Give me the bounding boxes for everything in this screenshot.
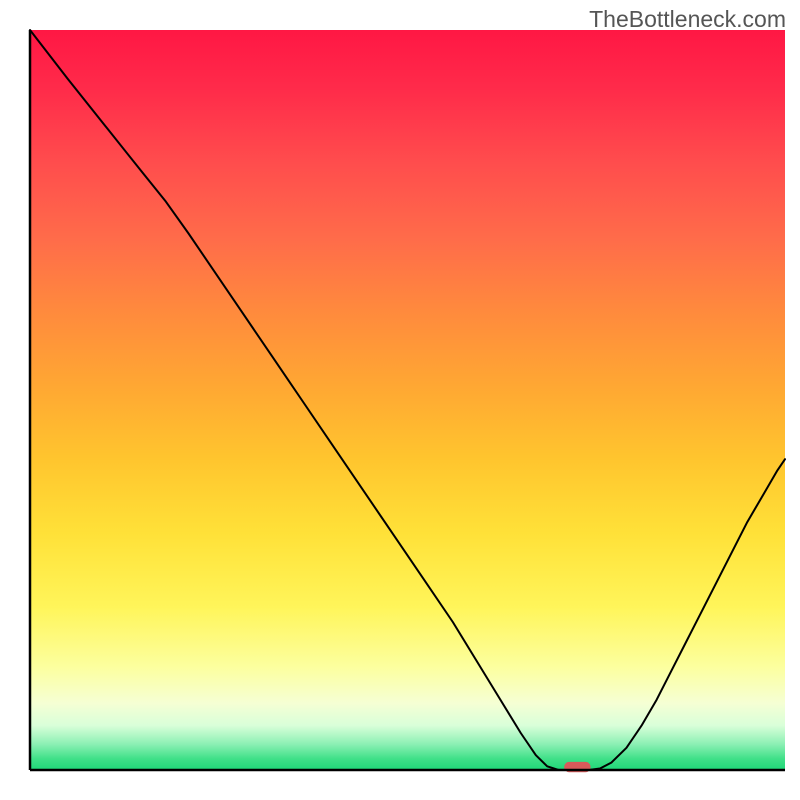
- plot-background: [30, 30, 785, 770]
- watermark-text: TheBottleneck.com: [589, 6, 786, 33]
- bottleneck-chart: TheBottleneck.com: [0, 0, 800, 800]
- chart-svg: [0, 0, 800, 800]
